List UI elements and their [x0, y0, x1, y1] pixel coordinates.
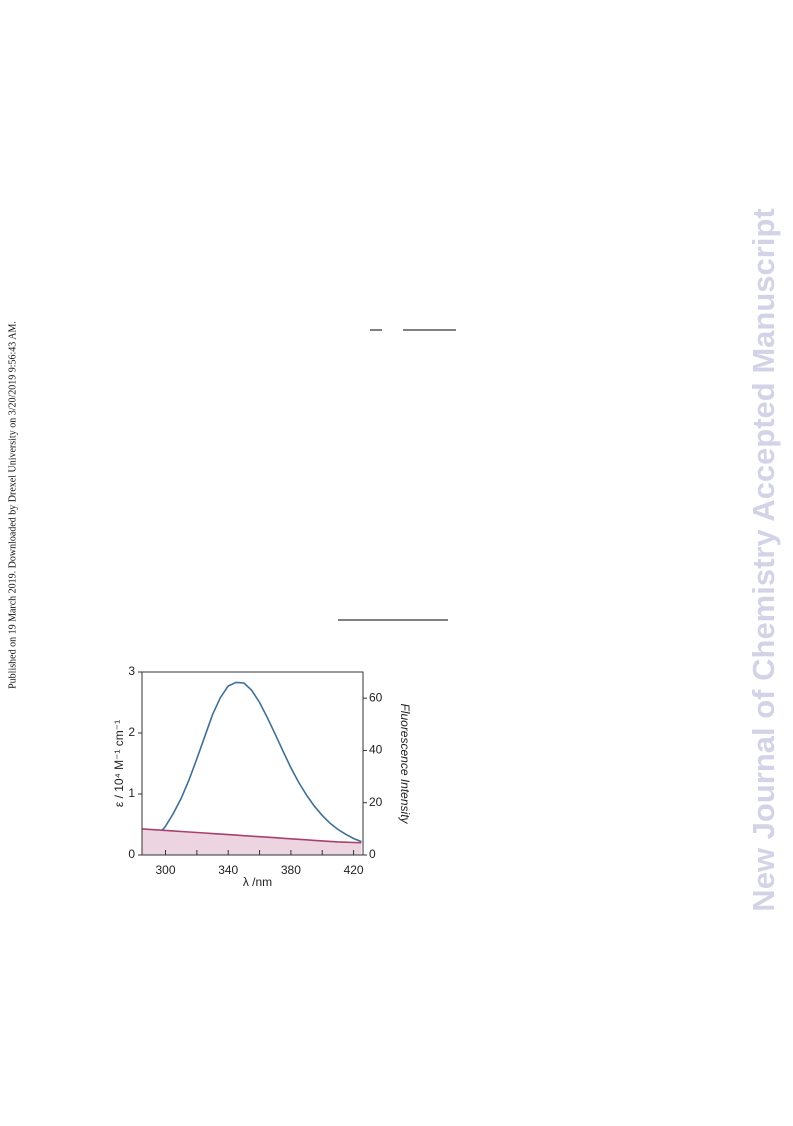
y-tick-label: 2	[128, 725, 135, 739]
watermark: New Journal of Chemistry Accepted Manusc…	[746, 208, 781, 911]
x-tick-label: 420	[344, 863, 364, 877]
y2-tick-label: 60	[369, 690, 383, 704]
sidebar: Published on 19 March 2019. Downloaded b…	[7, 321, 18, 689]
x-axis-label: λ /nm	[243, 875, 272, 889]
y-tick-label: 0	[128, 847, 135, 861]
y2-axis-label: Fluorescence Intensity	[398, 703, 412, 824]
area	[142, 828, 362, 855]
y2-tick-label: 0	[369, 847, 376, 861]
y-axis-label: ε / 10⁴ M⁻¹ cm⁻¹	[112, 720, 126, 807]
y2-tick-label: 20	[369, 795, 383, 809]
y2-tick-label: 40	[369, 743, 383, 757]
plot-frame	[141, 671, 364, 856]
y-tick-label: 1	[128, 786, 135, 800]
y-tick-label: 3	[128, 664, 135, 678]
x-tick-label: 380	[281, 863, 301, 877]
x-tick-label: 340	[218, 863, 238, 877]
x-tick-label: 300	[155, 863, 175, 877]
line	[141, 828, 362, 844]
chart: 0 1 2 3 0 20 40 60 300 340 380 420 λ /nm ε / 10⁴ M⁻¹ …	[112, 664, 412, 889]
line	[142, 681, 362, 843]
